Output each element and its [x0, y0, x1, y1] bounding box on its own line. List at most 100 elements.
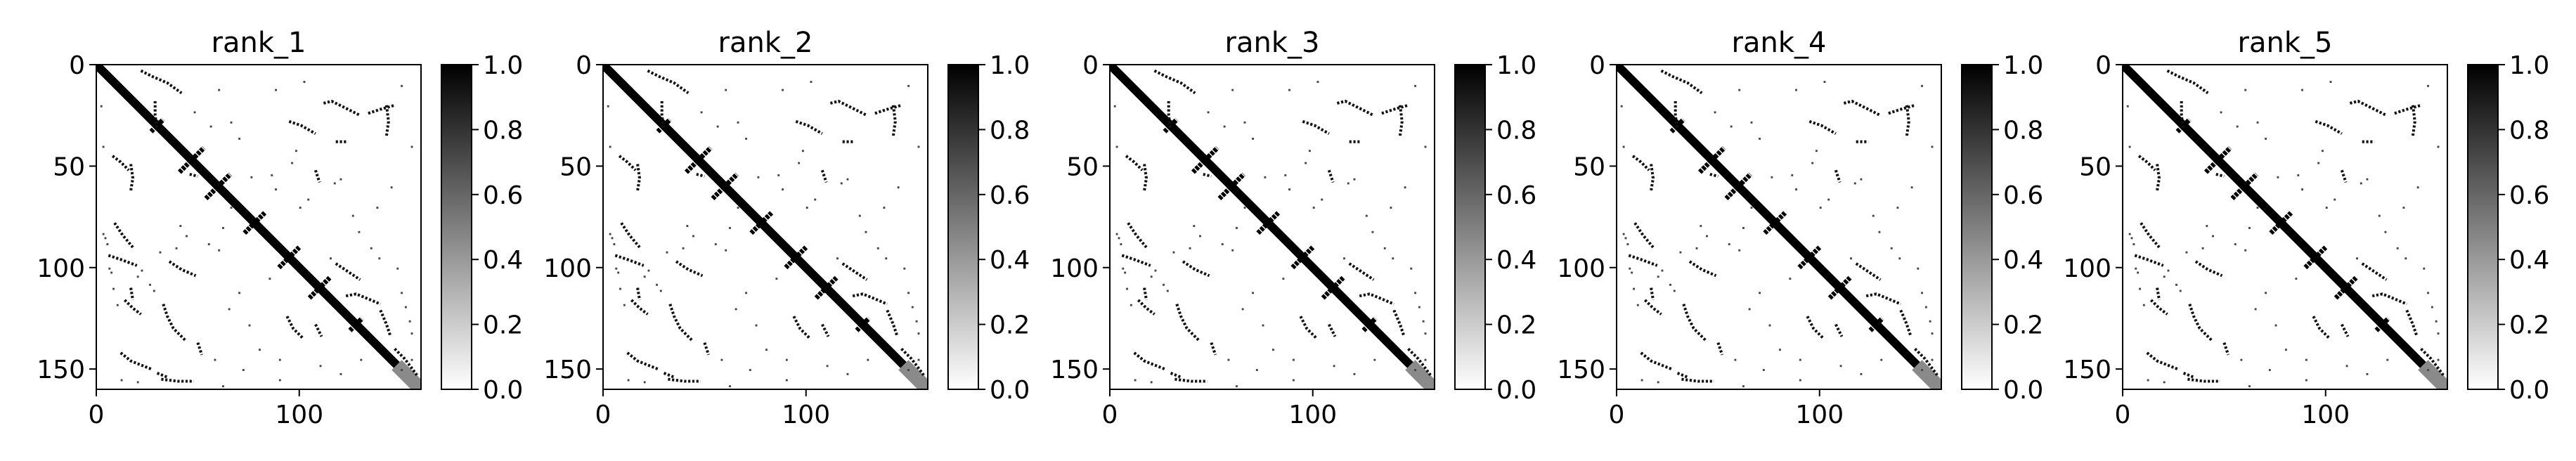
- colorbar-tick-label: 1.0: [2509, 51, 2549, 80]
- off-diagonal-contact: [618, 155, 637, 171]
- y-tick-label: 150: [37, 356, 85, 384]
- off-diagonal-contact: [288, 119, 316, 135]
- contact-point: [2301, 89, 2303, 91]
- y-tick-label: 150: [1050, 356, 1099, 384]
- contact-point: [1620, 105, 1623, 108]
- off-diagonal-contact: [660, 101, 666, 130]
- colorbar: [441, 65, 472, 389]
- y-tick-label: 150: [543, 356, 592, 384]
- contact-point: [1120, 243, 1122, 245]
- off-diagonal-contact: [1716, 342, 1724, 356]
- antiparallel-contact-arm: [711, 172, 739, 201]
- contact-point: [734, 308, 737, 311]
- antiparallel-contact-arm: [1321, 275, 1345, 300]
- contact-point: [775, 278, 778, 280]
- contact-point: [1130, 304, 1132, 306]
- contact-point: [102, 233, 105, 235]
- contact-point: [1154, 269, 1157, 272]
- contact-point: [1795, 89, 1797, 91]
- contact-point: [686, 225, 689, 227]
- off-diagonal-contact: [1660, 69, 1703, 95]
- contact-point: [268, 278, 271, 280]
- diagonal-contact-band: [96, 65, 421, 389]
- contact-point: [1878, 230, 1881, 233]
- antiparallel-contact-arm: [1797, 245, 1822, 270]
- contact-point: [2277, 176, 2279, 178]
- contact-point: [295, 150, 297, 152]
- antiparallel-contact-arm: [2334, 275, 2358, 300]
- contact-point: [218, 249, 221, 252]
- contact-point: [2132, 243, 2135, 245]
- contact-point: [1312, 207, 1315, 209]
- y-tick-label: 100: [1050, 254, 1099, 283]
- off-diagonal-contact: [2182, 372, 2194, 379]
- off-diagonal-contact: [626, 351, 659, 370]
- contact-point: [1316, 81, 1319, 83]
- contact-point: [2356, 257, 2358, 260]
- off-diagonal-contact: [792, 316, 811, 340]
- contact-point: [1365, 214, 1368, 217]
- contact-point: [2236, 125, 2239, 128]
- off-diagonal-contact: [647, 69, 690, 95]
- antiparallel-contact-arm: [177, 145, 206, 174]
- contact-point: [1880, 358, 1883, 361]
- contact-point: [1631, 271, 1633, 274]
- y-tick-label: 0: [69, 51, 85, 80]
- contact-point: [1748, 308, 1751, 311]
- axes-frame: [602, 64, 928, 390]
- y-tick-label: 100: [2063, 254, 2111, 283]
- x-tick-label: 0: [1102, 401, 1118, 429]
- contact-point: [1931, 358, 1934, 361]
- contact-point: [619, 287, 621, 290]
- contact-point: [1779, 349, 1781, 351]
- contact-point: [1424, 358, 1427, 361]
- contact-point: [2301, 188, 2303, 191]
- contact-point: [729, 385, 731, 388]
- off-diagonal-contact: [636, 287, 641, 301]
- contact-point: [102, 145, 105, 148]
- contact-point: [307, 198, 310, 201]
- contact-point: [1264, 176, 1267, 178]
- off-diagonal-contact: [1381, 103, 1409, 115]
- off-diagonal-contact: [663, 372, 675, 379]
- contact-point: [339, 178, 342, 181]
- contact-point: [410, 332, 413, 335]
- off-diagonal-contact: [1203, 172, 1212, 178]
- contact-point: [1321, 198, 1323, 201]
- antiparallel-contact-arm: [855, 316, 871, 332]
- off-diagonal-contact: [168, 260, 197, 278]
- contact-point: [242, 369, 245, 372]
- contact-point: [136, 381, 139, 384]
- off-diagonal-contact: [1631, 155, 1650, 171]
- colorbar-tick-label: 0.6: [483, 181, 523, 210]
- contact-point: [1172, 251, 1175, 254]
- contact-point: [2248, 385, 2251, 388]
- colorbar-frame: [1454, 64, 1486, 390]
- off-diagonal-contact: [1137, 299, 1156, 316]
- contact-point: [330, 257, 332, 260]
- colorbar-tick-label: 0.6: [1496, 181, 1536, 210]
- contact-point: [2295, 278, 2298, 280]
- off-diagonal-contact: [123, 299, 142, 316]
- contact-point: [230, 207, 233, 209]
- contact-point: [2437, 145, 2440, 148]
- contact-point: [396, 267, 399, 270]
- antiparallel-contact-arm: [1827, 275, 1852, 300]
- contact-point: [2416, 186, 2419, 189]
- off-diagonal-contact: [2156, 287, 2161, 301]
- contact-point: [656, 283, 658, 286]
- contact-point: [209, 125, 212, 128]
- contact-point: [1404, 186, 1406, 189]
- contact-point: [401, 84, 403, 87]
- colorbar-tick-label: 0.0: [483, 376, 523, 405]
- contact-point: [100, 105, 103, 108]
- off-diagonal-contact: [1843, 99, 1882, 117]
- off-diagonal-contact: [2137, 155, 2156, 171]
- contact-point: [1231, 249, 1234, 252]
- heatmap-panel-1: rank_1 0 100 0 50 100 150 0.0 0.2 0.4 0.6 0.8 1.0: [37, 27, 523, 429]
- contact-point: [116, 304, 119, 306]
- off-diagonal-contact: [614, 254, 645, 267]
- contact-point: [271, 174, 273, 176]
- contact-point: [108, 267, 111, 270]
- contact-point: [2437, 332, 2440, 335]
